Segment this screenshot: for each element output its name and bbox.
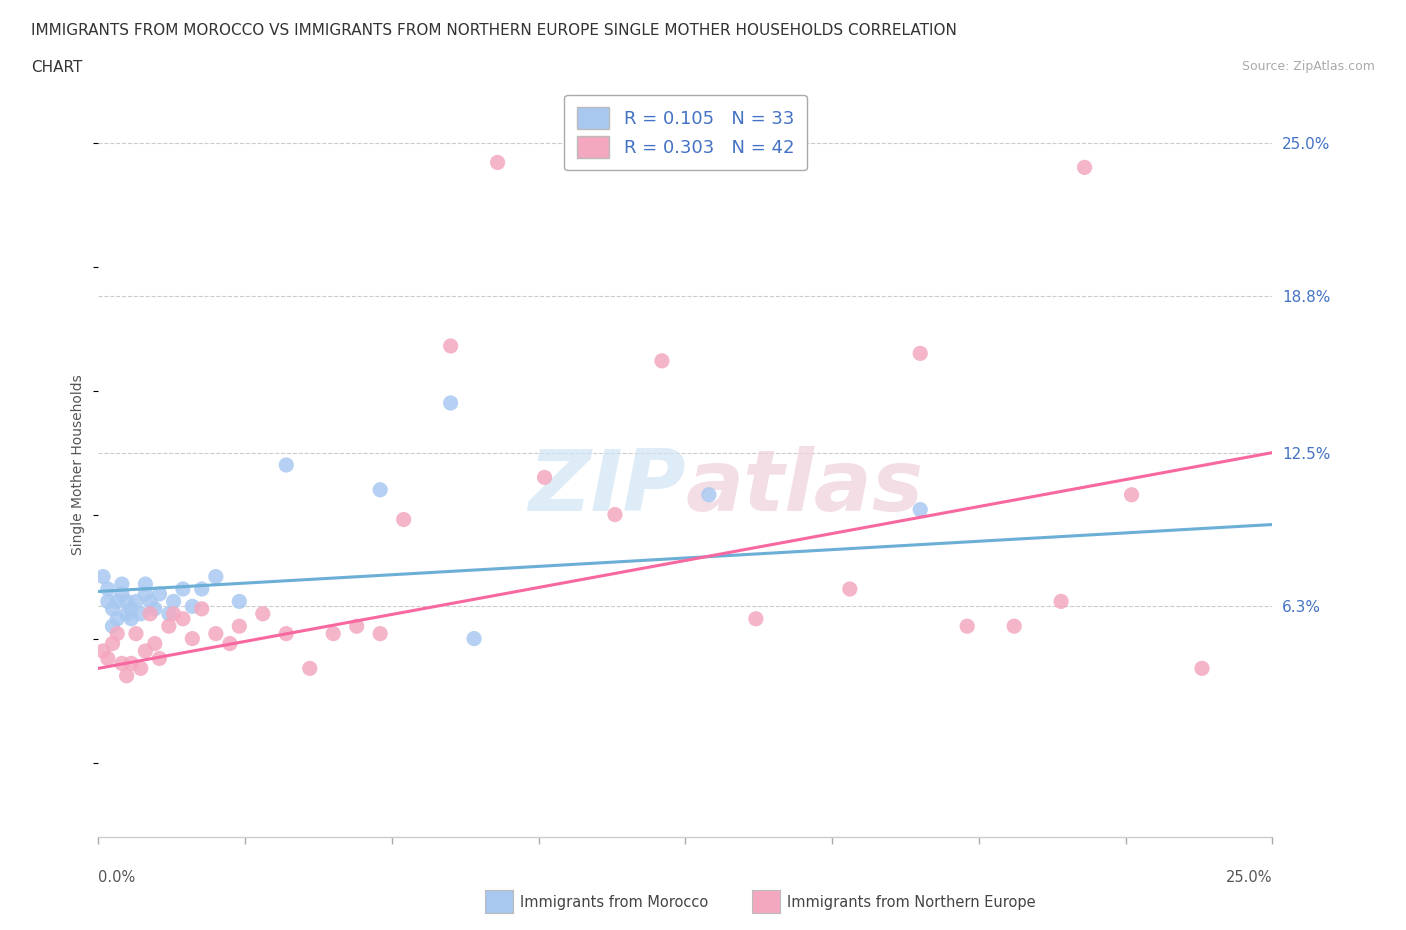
Point: [190, 581, 212, 596]
Point: [276, 458, 298, 472]
Point: [143, 602, 166, 617]
Point: [181, 631, 204, 646]
Point: [1121, 487, 1143, 502]
Point: [205, 569, 228, 584]
Point: [111, 577, 134, 591]
Point: [745, 611, 768, 626]
Point: [111, 656, 134, 671]
Text: 25.0%: 25.0%: [1226, 870, 1272, 884]
Point: [148, 651, 170, 666]
Point: [162, 594, 184, 609]
Point: [129, 606, 152, 621]
Point: [392, 512, 415, 527]
Point: [120, 611, 142, 626]
Point: [1002, 618, 1025, 633]
Point: [143, 636, 166, 651]
Point: [134, 577, 156, 591]
Point: [252, 606, 274, 621]
Point: [298, 661, 321, 676]
Point: [97, 651, 120, 666]
Text: CHART: CHART: [31, 60, 83, 75]
Point: [105, 594, 128, 609]
Point: [148, 587, 170, 602]
Point: [368, 483, 391, 498]
Text: Immigrants from Northern Europe: Immigrants from Northern Europe: [787, 895, 1036, 910]
Point: [162, 606, 184, 621]
Point: [111, 587, 134, 602]
Point: [115, 594, 138, 609]
Point: [105, 611, 128, 626]
Point: [440, 339, 463, 353]
Point: [115, 669, 138, 684]
Point: [120, 656, 142, 671]
Point: [125, 626, 148, 641]
Point: [91, 644, 114, 658]
Point: [1191, 661, 1213, 676]
Point: [190, 602, 212, 617]
Text: Immigrants from Morocco: Immigrants from Morocco: [520, 895, 709, 910]
Point: [346, 618, 368, 633]
Point: [276, 626, 298, 641]
Point: [120, 602, 142, 617]
Point: [838, 581, 860, 596]
Point: [463, 631, 485, 646]
Point: [172, 611, 194, 626]
Point: [101, 618, 124, 633]
Point: [157, 606, 180, 621]
Text: Source: ZipAtlas.com: Source: ZipAtlas.com: [1241, 60, 1375, 73]
Point: [697, 487, 720, 502]
Point: [157, 618, 180, 633]
Text: IMMIGRANTS FROM MOROCCO VS IMMIGRANTS FROM NORTHERN EUROPE SINGLE MOTHER HOUSEHO: IMMIGRANTS FROM MOROCCO VS IMMIGRANTS FR…: [31, 23, 957, 38]
Point: [486, 155, 509, 170]
Point: [115, 606, 138, 621]
Point: [603, 507, 626, 522]
Point: [139, 606, 162, 621]
Text: ZIP: ZIP: [527, 445, 686, 529]
Point: [101, 602, 124, 617]
Point: [651, 353, 673, 368]
Legend: R = 0.105   N = 33, R = 0.303   N = 42: R = 0.105 N = 33, R = 0.303 N = 42: [564, 95, 807, 170]
Point: [134, 587, 156, 602]
Point: [181, 599, 204, 614]
Point: [1073, 160, 1095, 175]
Y-axis label: Single Mother Households: Single Mother Households: [72, 375, 86, 555]
Point: [105, 626, 128, 641]
Point: [172, 581, 194, 596]
Point: [91, 569, 114, 584]
Point: [101, 636, 124, 651]
Point: [219, 636, 242, 651]
Point: [533, 470, 555, 485]
Point: [205, 626, 228, 641]
Point: [956, 618, 979, 633]
Point: [139, 594, 162, 609]
Point: [910, 346, 932, 361]
Point: [125, 594, 148, 609]
Point: [228, 618, 250, 633]
Text: atlas: atlas: [686, 445, 924, 529]
Point: [134, 644, 156, 658]
Point: [910, 502, 932, 517]
Point: [440, 395, 463, 410]
Point: [1050, 594, 1073, 609]
Text: 0.0%: 0.0%: [98, 870, 135, 884]
Point: [97, 594, 120, 609]
Point: [129, 661, 152, 676]
Point: [368, 626, 391, 641]
Point: [97, 581, 120, 596]
Point: [228, 594, 250, 609]
Point: [322, 626, 344, 641]
